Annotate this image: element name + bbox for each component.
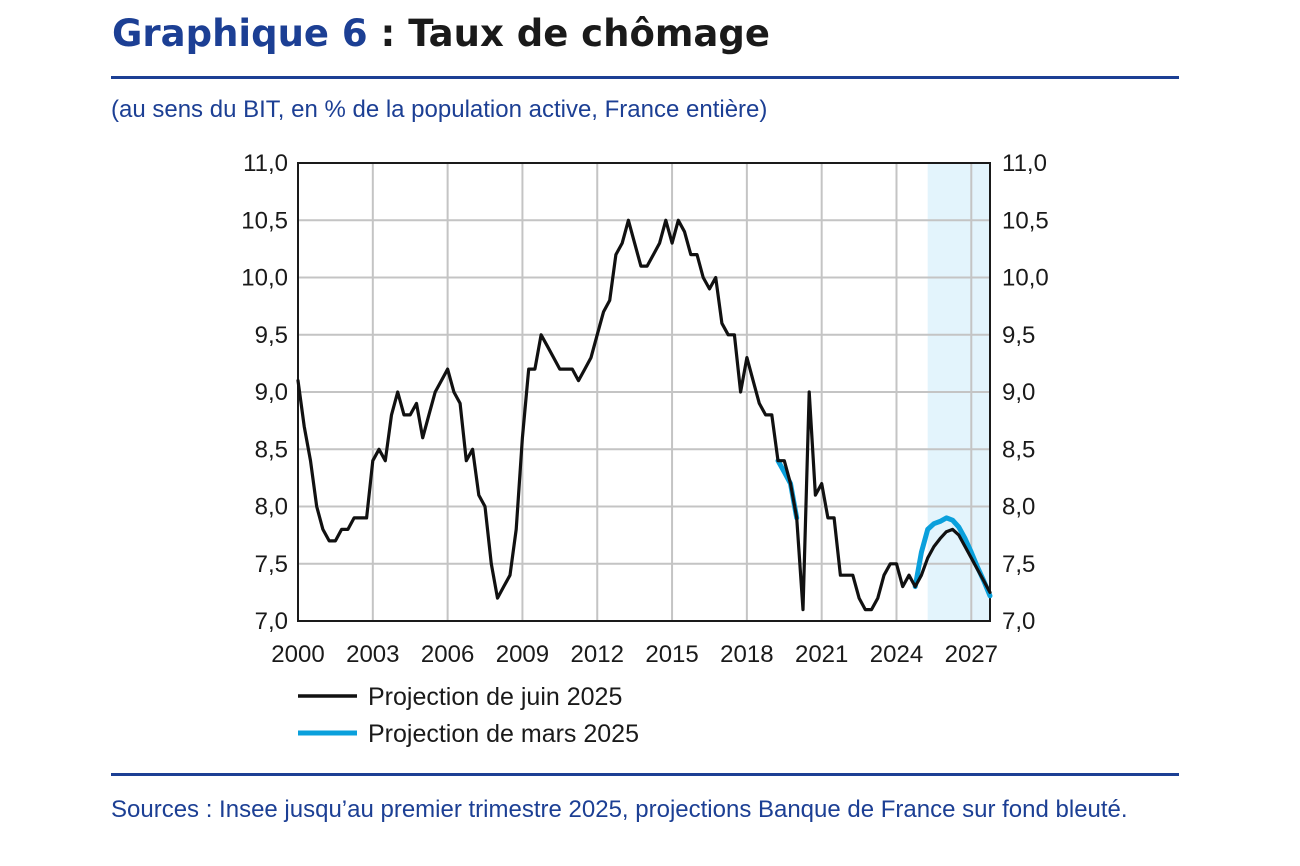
x-tick-label: 2000 <box>271 641 324 668</box>
y-tick-label-left: 7,0 <box>255 608 288 635</box>
x-tick-label: 2009 <box>496 641 549 668</box>
sources-note: Sources : Insee jusqu’au premier trimest… <box>111 796 1128 823</box>
x-tick-label: 2012 <box>571 641 624 668</box>
x-tick-label: 2027 <box>945 641 998 668</box>
y-tick-label-left: 11,0 <box>243 150 288 177</box>
y-tick-label-right: 11,0 <box>1002 150 1047 177</box>
chart-subtitle: (au sens du BIT, en % de la population a… <box>111 96 768 123</box>
y-tick-label-right: 10,5 <box>1002 207 1049 234</box>
y-tick-label-right: 8,0 <box>1002 494 1035 521</box>
bottom-divider <box>111 773 1179 776</box>
top-divider <box>111 76 1179 79</box>
y-tick-label-left: 10,5 <box>241 207 288 234</box>
y-tick-label-right: 9,5 <box>1002 322 1035 349</box>
x-tick-label: 2021 <box>795 641 848 668</box>
series-line-juin-2025 <box>296 218 992 612</box>
y-tick-label-right: 7,5 <box>1002 551 1035 578</box>
x-tick-label: 2006 <box>421 641 474 668</box>
y-tick-label-left: 9,5 <box>255 322 288 349</box>
x-tick-label: 2003 <box>346 641 399 668</box>
y-tick-label-left: 8,0 <box>255 494 288 521</box>
y-tick-label-right: 7,0 <box>1002 608 1035 635</box>
y-tick-label-right: 10,0 <box>1002 265 1049 292</box>
legend-label-series-juin: Projection de juin 2025 <box>368 683 622 711</box>
y-tick-label-right: 8,5 <box>1002 436 1035 463</box>
chart-title: Graphique 6 : Taux de chômage <box>112 12 770 55</box>
x-tick-label: 2015 <box>645 641 698 668</box>
y-tick-label-right: 9,0 <box>1002 379 1035 406</box>
y-tick-label-left: 9,0 <box>255 379 288 406</box>
x-tick-label: 2018 <box>720 641 773 668</box>
x-tick-label: 2024 <box>870 641 923 668</box>
chart-number: Graphique 6 <box>112 12 368 55</box>
y-tick-label-left: 10,0 <box>241 265 288 292</box>
legend-label-series-mars: Projection de mars 2025 <box>368 720 639 748</box>
chart-title-text: : Taux de chômage <box>367 12 770 55</box>
y-tick-label-left: 8,5 <box>255 436 288 463</box>
y-tick-label-left: 7,5 <box>255 551 288 578</box>
